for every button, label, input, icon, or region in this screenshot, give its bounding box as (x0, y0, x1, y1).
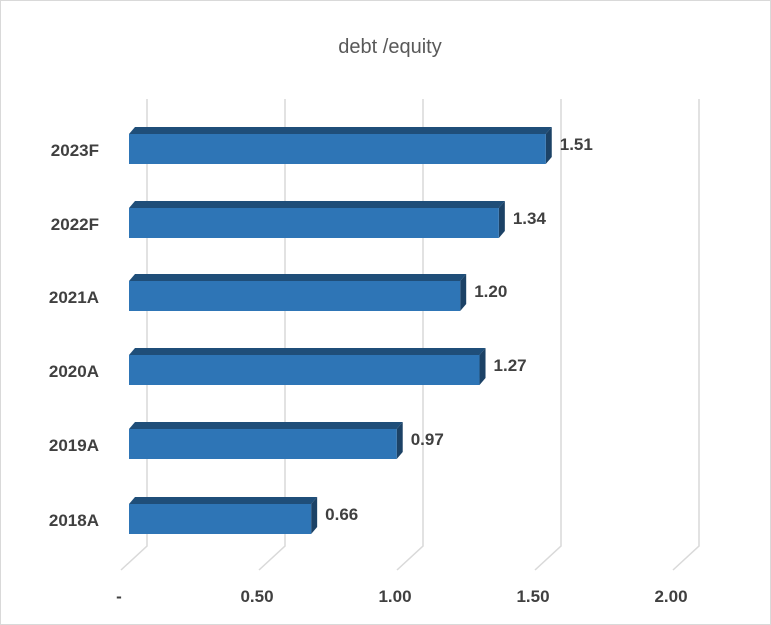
chart-title: debt /equity (338, 36, 441, 58)
tick-label: 0.50 (240, 587, 273, 606)
tick-label: 2.00 (654, 587, 687, 606)
category-label: 2023F (51, 141, 99, 160)
bar-front-face (129, 504, 312, 534)
tick-labels: - 0.50 1.00 1.50 2.00 (116, 587, 687, 606)
category-label: 2019A (49, 436, 99, 455)
tick-label: 1.50 (516, 587, 549, 606)
bar-front-face (129, 208, 499, 238)
bar-side-face (396, 422, 403, 459)
data-label: 1.20 (474, 282, 507, 301)
bar-2018A (129, 497, 318, 534)
data-labels: 0.66 0.97 1.27 1.20 1.34 1.51 (325, 135, 593, 524)
bar-side-face (460, 274, 467, 311)
bar-top-face (129, 127, 552, 134)
gridlines (120, 99, 700, 571)
bar-top-face (129, 497, 318, 504)
bar-front-face (129, 134, 546, 164)
category-label: 2021A (49, 288, 99, 307)
bar-front-face (129, 429, 397, 459)
tick-label: 1.00 (378, 587, 411, 606)
bar-side-face (545, 127, 552, 164)
category-label: 2018A (49, 511, 99, 530)
data-label: 1.34 (513, 209, 547, 228)
bar-side-face (479, 348, 486, 385)
bar-side-face (498, 201, 505, 238)
bar-front-face (129, 355, 480, 385)
bar-top-face (129, 201, 505, 208)
bar-2020A (129, 348, 486, 385)
bar-top-face (129, 422, 403, 429)
data-label: 0.97 (411, 430, 444, 449)
bar-2021A (129, 274, 467, 311)
bar-top-face (129, 348, 486, 355)
data-label: 1.51 (560, 135, 593, 154)
bar-2023F (129, 127, 552, 164)
gridline-2 (396, 99, 424, 571)
category-label: 2020A (49, 362, 99, 381)
bars (129, 127, 552, 534)
bar-side-face (311, 497, 318, 534)
bar-front-face (129, 281, 461, 311)
gridline-3 (534, 99, 562, 571)
bar-top-face (129, 274, 467, 281)
data-label: 0.66 (325, 505, 358, 524)
category-labels: 2018A 2019A 2020A 2021A 2022F 2023F (49, 141, 99, 530)
bar-2019A (129, 422, 403, 459)
tick-label: - (116, 587, 122, 606)
data-label: 1.27 (494, 356, 527, 375)
gridline-1 (258, 99, 286, 571)
gridline-0 (120, 99, 148, 571)
gridline-4 (672, 99, 700, 571)
bar-2022F (129, 201, 505, 238)
category-label: 2022F (51, 215, 99, 234)
